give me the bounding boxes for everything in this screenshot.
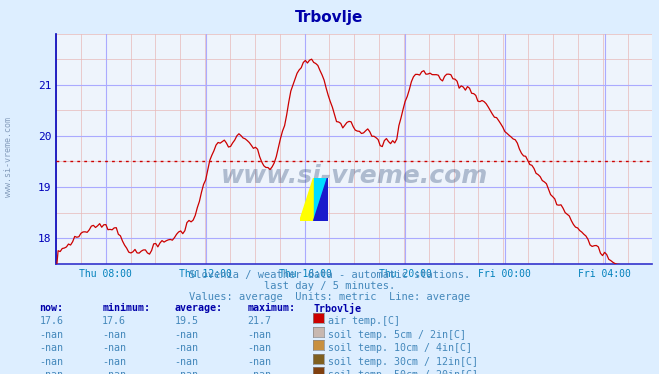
Text: -nan: -nan	[40, 357, 63, 367]
Text: Slovenia / weather data - automatic stations.: Slovenia / weather data - automatic stat…	[189, 270, 470, 280]
Text: -nan: -nan	[247, 370, 271, 374]
Text: www.si-vreme.com: www.si-vreme.com	[221, 164, 488, 188]
Text: Values: average  Units: metric  Line: average: Values: average Units: metric Line: aver…	[189, 292, 470, 303]
Text: last day / 5 minutes.: last day / 5 minutes.	[264, 281, 395, 291]
Text: -nan: -nan	[40, 330, 63, 340]
Text: 21.7: 21.7	[247, 316, 271, 327]
Polygon shape	[300, 178, 314, 221]
Text: -nan: -nan	[40, 370, 63, 374]
Text: www.si-vreme.com: www.si-vreme.com	[4, 117, 13, 197]
Text: -nan: -nan	[175, 330, 198, 340]
Text: 17.6: 17.6	[102, 316, 126, 327]
Polygon shape	[314, 178, 328, 221]
Text: -nan: -nan	[247, 357, 271, 367]
Text: -nan: -nan	[175, 370, 198, 374]
Text: air temp.[C]: air temp.[C]	[328, 316, 399, 327]
Text: soil temp. 50cm / 20in[C]: soil temp. 50cm / 20in[C]	[328, 370, 478, 374]
Text: -nan: -nan	[102, 330, 126, 340]
Text: -nan: -nan	[175, 343, 198, 353]
Text: -nan: -nan	[102, 370, 126, 374]
Text: soil temp. 10cm / 4in[C]: soil temp. 10cm / 4in[C]	[328, 343, 472, 353]
Text: -nan: -nan	[40, 343, 63, 353]
Text: now:: now:	[40, 303, 63, 313]
Polygon shape	[314, 178, 328, 221]
Text: -nan: -nan	[247, 330, 271, 340]
Text: -nan: -nan	[102, 357, 126, 367]
Text: Trbovlje: Trbovlje	[313, 303, 361, 314]
Text: minimum:: minimum:	[102, 303, 150, 313]
Text: -nan: -nan	[175, 357, 198, 367]
Text: 19.5: 19.5	[175, 316, 198, 327]
Text: soil temp. 5cm / 2in[C]: soil temp. 5cm / 2in[C]	[328, 330, 465, 340]
Text: Trbovlje: Trbovlje	[295, 10, 364, 25]
Text: maximum:: maximum:	[247, 303, 295, 313]
Text: 17.6: 17.6	[40, 316, 63, 327]
Text: -nan: -nan	[102, 343, 126, 353]
Text: soil temp. 30cm / 12in[C]: soil temp. 30cm / 12in[C]	[328, 357, 478, 367]
Text: -nan: -nan	[247, 343, 271, 353]
Text: average:: average:	[175, 303, 223, 313]
